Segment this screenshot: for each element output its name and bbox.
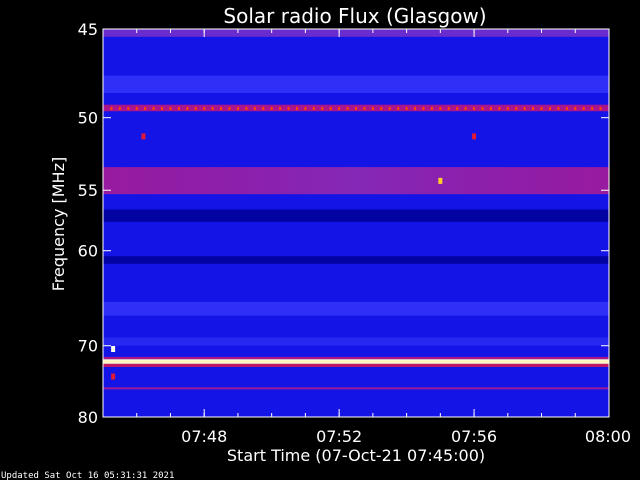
interference-dot	[110, 106, 113, 110]
plot-area	[103, 29, 609, 417]
interference-dot	[220, 106, 223, 110]
interference-dot	[144, 106, 147, 110]
interference-dot	[118, 106, 121, 110]
interference-dot	[557, 106, 560, 110]
interference-dot	[228, 106, 231, 110]
y-tick-label: 70	[78, 337, 98, 356]
updated-timestamp: Updated Sat Oct 16 05:31:31 2021	[1, 471, 174, 480]
interference-dot	[582, 106, 585, 110]
x-tick-label: 08:00	[585, 427, 631, 446]
spectrogram-band	[103, 387, 609, 390]
x-axis: 07:48 07:52 07:56 08:00	[136, 29, 631, 446]
interference-dot	[481, 106, 484, 110]
interference-dot	[279, 106, 282, 110]
interference-dot	[506, 106, 509, 110]
spectrogram-band	[103, 337, 609, 346]
interference-dot	[363, 106, 366, 110]
spectrogram-band	[103, 363, 609, 367]
interference-dot	[295, 106, 298, 110]
emission-spot	[438, 177, 443, 184]
emission-spot	[111, 373, 116, 380]
spectrogram-band	[103, 256, 609, 264]
emission-spot	[141, 133, 146, 140]
interference-dot	[397, 106, 400, 110]
interference-dot	[515, 106, 518, 110]
interference-dot	[456, 106, 459, 110]
y-tick-label: 50	[78, 109, 98, 128]
interference-dot	[194, 106, 197, 110]
interference-dot	[253, 106, 256, 110]
x-axis-label: Start Time (07-Oct-21 07:45:00)	[227, 446, 485, 465]
interference-dot	[599, 106, 602, 110]
y-axis: 45 50 55 60 70 80	[78, 20, 609, 427]
interference-dot	[152, 106, 155, 110]
interference-dot	[262, 106, 265, 110]
band-texture	[103, 167, 609, 195]
interference-dot	[439, 106, 442, 110]
interference-dot	[203, 106, 206, 110]
interference-dot	[498, 106, 501, 110]
spectrogram-band	[103, 301, 609, 316]
interference-dot	[338, 106, 341, 110]
interference-dot	[532, 106, 535, 110]
chart-title: Solar radio Flux (Glasgow)	[223, 4, 486, 28]
interference-dot	[304, 106, 307, 110]
interference-dot	[548, 106, 551, 110]
interference-dot	[540, 106, 543, 110]
spectrogram-band	[103, 359, 609, 364]
interference-dot	[329, 106, 332, 110]
y-tick-label: 80	[78, 408, 98, 427]
y-tick-label: 45	[78, 20, 98, 39]
interference-dot	[245, 106, 248, 110]
y-tick-label: 55	[78, 181, 98, 200]
x-tick-label: 07:48	[181, 427, 227, 446]
interference-dot	[473, 106, 476, 110]
y-tick-label: 60	[78, 242, 98, 261]
interference-dot	[312, 106, 315, 110]
interference-dot	[287, 106, 290, 110]
interference-dot	[169, 106, 172, 110]
y-axis-label: Frequency [MHz]	[49, 157, 68, 291]
x-tick-label: 07:56	[451, 427, 497, 446]
interference-dot	[574, 106, 577, 110]
spectrogram-background	[103, 29, 609, 417]
plot-frame	[102, 28, 610, 418]
interference-dot	[346, 106, 349, 110]
interference-dot	[447, 106, 450, 110]
spectrogram-band	[103, 29, 609, 37]
interference-dot	[236, 106, 239, 110]
interference-dot	[321, 106, 324, 110]
interference-dot	[211, 106, 214, 110]
interference-dot	[414, 106, 417, 110]
emission-spot	[472, 133, 477, 140]
spectrogram-band	[103, 356, 609, 360]
interference-dot	[127, 106, 130, 110]
interference-dot	[270, 106, 273, 110]
interference-dot	[388, 106, 391, 110]
interference-dot	[523, 106, 526, 110]
interference-dot	[464, 106, 467, 110]
interference-dot	[177, 106, 180, 110]
interference-dot	[371, 106, 374, 110]
emission-spot	[111, 345, 116, 352]
spectrogram-band	[103, 209, 609, 222]
interference-dot	[135, 106, 138, 110]
interference-dot	[565, 106, 568, 110]
interference-dot	[422, 106, 425, 110]
interference-dot	[161, 106, 164, 110]
interference-dot	[489, 106, 492, 110]
interference-dot	[186, 106, 189, 110]
interference-dot	[591, 106, 594, 110]
interference-dot	[430, 106, 433, 110]
x-tick-label: 07:52	[316, 427, 362, 446]
interference-dot	[380, 106, 383, 110]
spectrogram-band	[103, 75, 609, 93]
interference-dot	[405, 106, 408, 110]
interference-dot	[355, 106, 357, 110]
